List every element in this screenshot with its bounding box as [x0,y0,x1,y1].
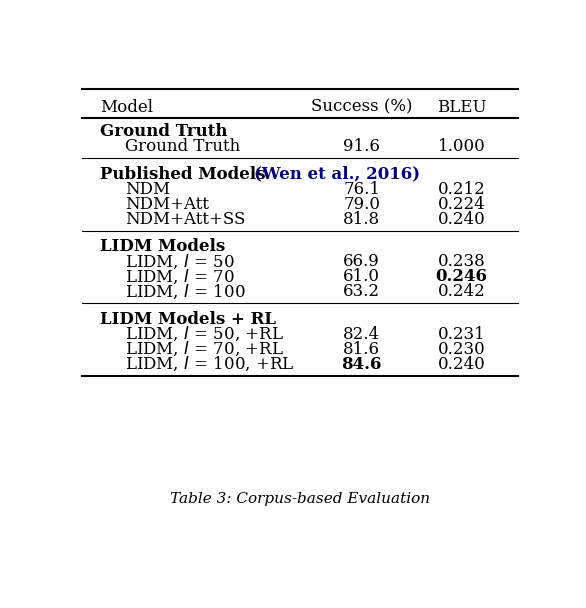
Text: LIDM, $I$ = 50: LIDM, $I$ = 50 [125,252,236,271]
Text: 91.6: 91.6 [343,138,380,155]
Text: LIDM Models: LIDM Models [101,238,226,255]
Text: 79.0: 79.0 [343,196,380,213]
Text: Success (%): Success (%) [311,98,413,116]
Text: Model: Model [101,98,154,116]
Text: 76.1: 76.1 [343,181,380,198]
Text: 0.230: 0.230 [438,340,485,358]
Text: Ground Truth: Ground Truth [125,138,241,155]
Text: 61.0: 61.0 [343,268,380,285]
Text: Published Models: Published Models [101,165,272,182]
Text: 0.224: 0.224 [438,196,485,213]
Text: Table 3: Corpus-based Evaluation: Table 3: Corpus-based Evaluation [171,492,430,506]
Text: 84.6: 84.6 [342,356,382,373]
Text: 82.4: 82.4 [343,326,380,343]
Text: NDM+Att: NDM+Att [125,196,209,213]
Text: BLEU: BLEU [437,98,486,116]
Text: 63.2: 63.2 [343,283,380,300]
Text: NDM: NDM [125,181,171,198]
Text: LIDM, $I$ = 70: LIDM, $I$ = 70 [125,268,236,286]
Text: 0.240: 0.240 [438,210,485,227]
Text: 0.246: 0.246 [435,268,488,285]
Text: LIDM, $I$ = 100, +RL: LIDM, $I$ = 100, +RL [125,355,295,373]
Text: (Wen et al., 2016): (Wen et al., 2016) [254,165,420,182]
Text: 1.000: 1.000 [438,138,485,155]
Text: 0.242: 0.242 [438,283,485,300]
Text: LIDM, $I$ = 50, +RL: LIDM, $I$ = 50, +RL [125,325,284,344]
Text: NDM+Att+SS: NDM+Att+SS [125,210,246,227]
Text: 0.212: 0.212 [438,181,485,198]
Text: 66.9: 66.9 [343,253,380,270]
Text: LIDM Models + RL: LIDM Models + RL [101,311,277,328]
Text: Ground Truth: Ground Truth [101,123,228,140]
Text: 0.238: 0.238 [438,253,485,270]
Text: 0.240: 0.240 [438,356,485,373]
Text: 0.231: 0.231 [438,326,485,343]
Text: LIDM, $I$ = 70, +RL: LIDM, $I$ = 70, +RL [125,340,284,358]
Text: LIDM, $I$ = 100: LIDM, $I$ = 100 [125,283,246,301]
Text: 81.8: 81.8 [343,210,380,227]
Text: 81.6: 81.6 [343,340,380,358]
